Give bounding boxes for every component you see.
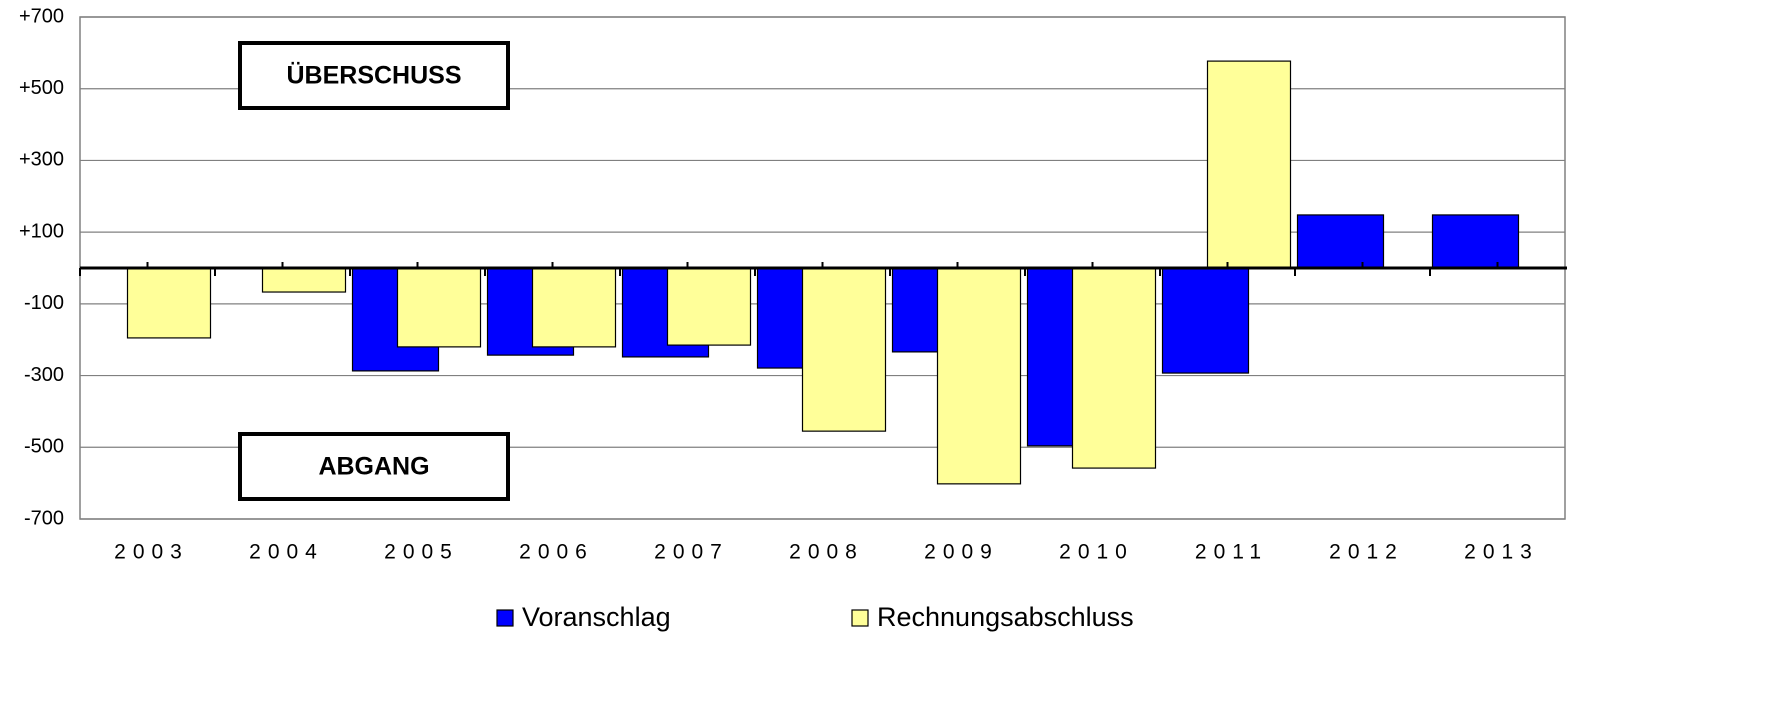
y-tick-label: -500 [24,436,64,458]
y-tick-label: +700 [19,5,64,27]
y-tick-label: +100 [19,220,64,242]
annotation: ÜBERSCHUSS [286,61,461,90]
bar [1296,214,1385,269]
bar [936,267,1022,485]
x-tick-label: 2010 [1059,541,1134,564]
x-tick-label: 2008 [789,541,864,564]
x-tick-label: 2005 [384,541,459,564]
legend-label: Rechnungsabschluss [877,602,1134,632]
x-tick-label: 2007 [654,541,729,564]
bar [1431,214,1520,269]
y-tick-label: -100 [24,292,64,314]
annotation: ABGANG [318,453,429,481]
bar [801,267,887,432]
legend-label: Voranschlag [522,602,671,632]
annotation-box [238,41,510,110]
bar [126,267,212,339]
bar [1161,267,1250,374]
x-tick-label: 2011 [1195,541,1268,564]
bar [1206,60,1292,269]
bar [396,267,482,348]
x-tick-label: 2006 [519,541,594,564]
y-tick-label: +300 [19,149,64,171]
x-tick-label: 2009 [924,541,999,564]
legend-swatch [851,609,869,627]
annotation-box [238,432,510,501]
y-tick-label: +500 [19,77,64,99]
x-tick-label: 2004 [249,541,324,564]
y-tick-label: -700 [24,507,64,529]
x-tick-label: 2013 [1464,541,1539,564]
x-tick-label: 2012 [1329,541,1404,564]
bar [1071,267,1157,469]
x-tick-label: 2003 [114,541,189,564]
y-tick-label: -300 [24,364,64,386]
bar [666,267,752,346]
bar [531,267,617,348]
bar [261,267,347,293]
legend-swatch [496,609,514,627]
